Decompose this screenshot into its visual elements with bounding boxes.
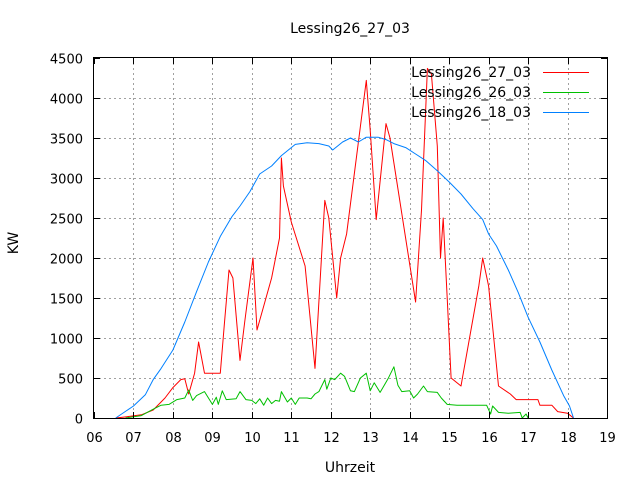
legend: Lessing26_27_03 Lessing26_26_03 Lessing26_…	[411, 65, 589, 121]
series-layer	[115, 67, 574, 419]
legend-label: Lessing26_18_03	[411, 105, 531, 121]
series-line-lessing26-26-03	[125, 366, 529, 419]
y-tick-label: 0	[75, 413, 83, 428]
series-line-lessing26-27-03	[115, 67, 574, 419]
x-tick-label: 08	[165, 431, 182, 446]
y-tick-label: 500	[58, 373, 83, 388]
x-tick-label: 13	[362, 431, 379, 446]
x-tick-label: 06	[86, 431, 103, 446]
legend-label: Lessing26_27_03	[411, 65, 531, 81]
x-tick-labels: 06 07 08 09 10 11 12 13 14 15 16 17 18 19	[86, 431, 616, 446]
x-tick-label: 11	[283, 431, 300, 446]
y-tick-label: 1000	[50, 333, 83, 348]
y-tick-label: 4000	[50, 93, 83, 108]
x-tick-label: 17	[520, 431, 537, 446]
x-tick-label: 07	[125, 431, 142, 446]
y-tick-labels: 0 500 1000 1500 2000 2500 3000 3500 4000 4500	[50, 53, 83, 428]
x-tick-label: 15	[441, 431, 458, 446]
y-tick-label: 1500	[50, 293, 83, 308]
x-tick-label: 14	[402, 431, 419, 446]
plot-frame	[93, 57, 608, 419]
y-axis-label: KW	[6, 232, 22, 255]
legend-label: Lessing26_26_03	[411, 85, 531, 101]
ticks	[94, 58, 608, 419]
x-tick-label: 10	[244, 431, 261, 446]
y-tick-label: 4500	[50, 53, 83, 68]
x-axis-label: Uhrzeit	[325, 460, 376, 476]
chart-title: Lessing26_27_03	[290, 21, 410, 37]
y-tick-label: 2000	[50, 253, 83, 268]
series-line-lessing26-18-03	[115, 136, 574, 419]
x-tick-label: 16	[481, 431, 498, 446]
x-tick-label: 19	[599, 431, 616, 446]
y-tick-label: 3500	[50, 133, 83, 148]
x-tick-label: 18	[560, 431, 577, 446]
x-tick-label: 09	[204, 431, 221, 446]
x-tick-label: 12	[323, 431, 340, 446]
y-tick-label: 2500	[50, 213, 83, 228]
y-tick-label: 3000	[50, 173, 83, 188]
